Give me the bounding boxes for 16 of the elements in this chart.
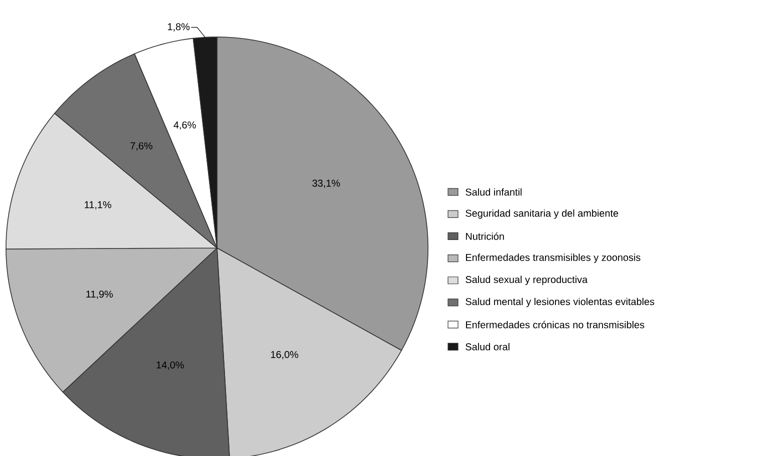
- legend-label: Salud oral: [466, 343, 510, 350]
- legend-label: Enfermedades transmisibles y zoonosis: [466, 254, 640, 263]
- data-label: 4,6%: [174, 121, 196, 130]
- legend-label: Nutrición: [466, 232, 504, 240]
- legend-label: Enfermedades crónicas no transmisibles: [466, 320, 644, 328]
- legend-label: Salud mental y lesiones violentas evitables: [466, 298, 654, 308]
- data-label: 7,6%: [130, 142, 152, 151]
- legend-label: Seguridad sanitaria y del ambiente: [466, 209, 618, 219]
- data-label: 16,0%: [271, 351, 298, 360]
- data-label: 11,9%: [86, 290, 113, 299]
- data-label: 14,0%: [156, 361, 184, 370]
- legend-label: Salud sexual y reproductiva: [466, 276, 588, 286]
- data-label: 33,1%: [312, 180, 340, 188]
- data-label: 1,8%: [168, 23, 190, 32]
- legend-label: Salud infantil: [466, 188, 522, 196]
- data-label: 11,1%: [84, 201, 112, 210]
